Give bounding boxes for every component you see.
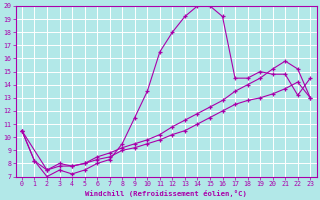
X-axis label: Windchill (Refroidissement éolien,°C): Windchill (Refroidissement éolien,°C) bbox=[85, 190, 247, 197]
